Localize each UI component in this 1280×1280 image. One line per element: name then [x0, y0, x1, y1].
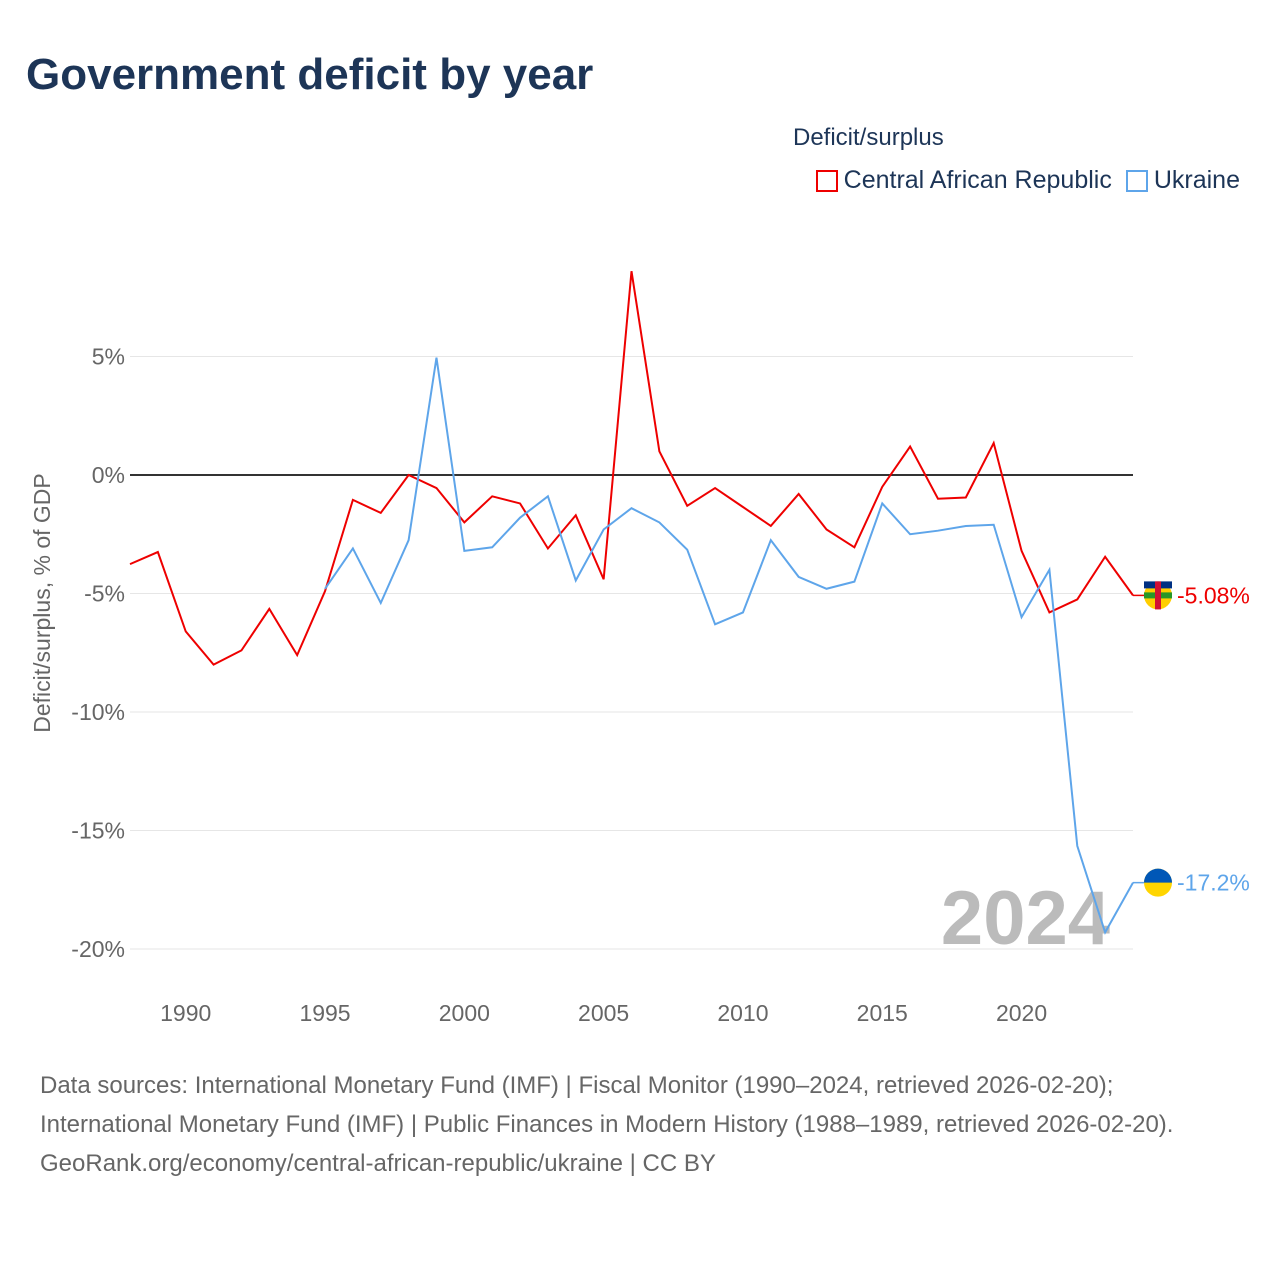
y-tick-label: -15% — [71, 818, 125, 844]
plot-area: 5% 0% -5% -10% -15% -20% 1990 1995 2000 2005 2010 2… — [29, 271, 1250, 1026]
y-tick-label: -20% — [71, 936, 125, 962]
legend-item-ukraine[interactable]: Ukraine — [1125, 166, 1240, 195]
flag-stripe — [1144, 868, 1172, 883]
x-tick-label: 2010 — [717, 1000, 768, 1026]
legend-swatch-car — [815, 169, 838, 192]
y-tick-label: -10% — [71, 699, 125, 725]
x-tick-label: 1990 — [160, 1000, 211, 1026]
series-line-ukraine — [324, 357, 1134, 935]
y-tick-label: 0% — [92, 462, 125, 488]
legend: Central African Republic Ukraine — [815, 166, 1240, 195]
x-tick-label: 2015 — [857, 1000, 908, 1026]
legend-swatch-ukraine — [1125, 169, 1148, 192]
footer: Data sources: International Monetary Fun… — [40, 1066, 1240, 1183]
series-line-car — [129, 271, 1134, 666]
flag-stripe — [1155, 581, 1161, 610]
legend-title: Deficit/surplus — [793, 124, 944, 151]
legend-item-car[interactable]: Central African Republic — [815, 166, 1112, 195]
x-tick-label: 1995 — [299, 1000, 350, 1026]
chart-title: Government deficit by year — [26, 50, 594, 99]
data-sources: Data sources: International Monetary Fun… — [40, 1072, 1174, 1138]
legend-label-car: Central African Republic — [843, 166, 1112, 194]
y-tick-label: 5% — [92, 344, 125, 370]
y-tick-label: -5% — [84, 581, 125, 607]
legend-label-ukraine: Ukraine — [1153, 166, 1240, 194]
end-value-label: -17.2% — [1177, 870, 1250, 896]
x-tick-label: 2000 — [439, 1000, 490, 1026]
attribution: GeoRank.org/economy/central-african-repu… — [40, 1150, 716, 1177]
end-value-label: -5.08% — [1177, 582, 1250, 608]
year-watermark: 2024 — [941, 876, 1110, 961]
x-tick-label: 2020 — [996, 1000, 1047, 1026]
y-axis-label: Deficit/surplus, % of GDP — [29, 473, 55, 732]
x-tick-label: 2005 — [578, 1000, 629, 1026]
